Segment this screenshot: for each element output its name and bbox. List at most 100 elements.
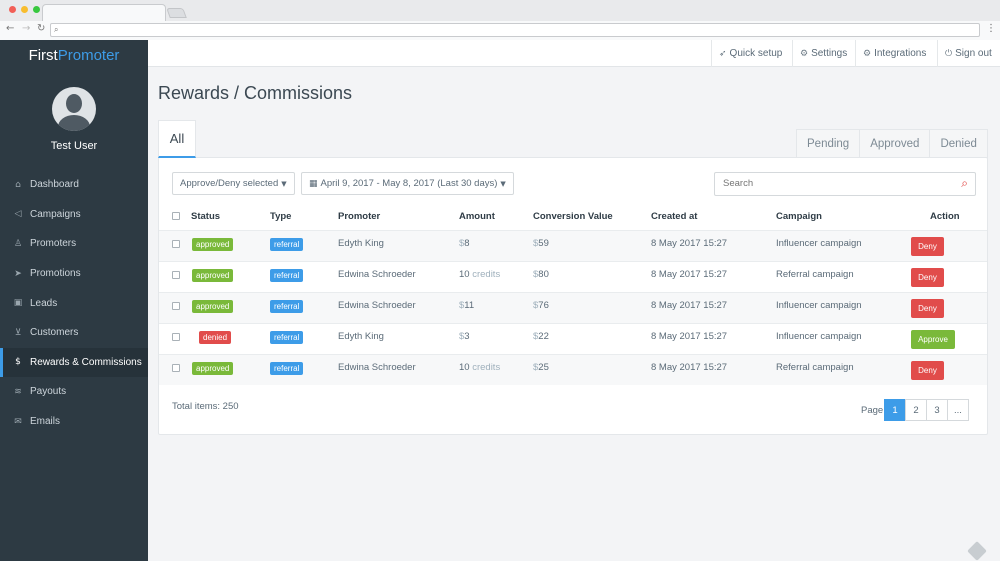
sidebar-item-promotions[interactable]: ➤ Promotions [0,259,148,289]
cart-icon: ⊻ [14,327,22,338]
conversion-value: 59 [538,238,549,249]
sidebar-item-emails[interactable]: ✉ Emails [0,407,148,437]
header-amount[interactable]: Amount [459,211,495,222]
deny-button[interactable]: Deny [911,237,944,256]
logo[interactable]: FirstPromoter [0,47,148,64]
sidebar-item-label: Promotions [30,268,81,280]
deny-button[interactable]: Deny [911,299,944,318]
sidebar-item-customers[interactable]: ⊻ Customers [0,318,148,348]
sidebar-item-label: Campaigns [30,208,81,220]
new-tab-button[interactable] [166,8,187,18]
conversion-value: 22 [538,331,549,342]
close-window-button[interactable] [9,6,16,13]
tab-all[interactable]: All [158,120,196,158]
sidebar-item-payouts[interactable]: ≋ Payouts [0,377,148,407]
users-icon: ♙ [13,238,23,249]
deny-button[interactable]: Deny [911,361,944,380]
user-name: Test User [50,140,98,152]
search-icon: ⌕ [54,25,59,34]
sidebar-item-rewards-commissions[interactable]: $ Rewards & Commissions [0,347,148,378]
maximize-window-button[interactable] [33,6,40,13]
campaign-name: Referral campaign [776,362,854,373]
created-at: 8 May 2017 15:27 [651,238,728,249]
header-type[interactable]: Type [270,211,292,222]
header-promoter[interactable]: Promoter [338,211,381,222]
promoter-link[interactable]: Edyth King [338,238,384,249]
browser-tab[interactable] [42,4,166,21]
header-created-at[interactable]: Created at [651,211,698,222]
conversion-cell: $80 [533,269,549,280]
row-checkbox[interactable] [172,271,180,279]
page-button-2[interactable]: 2 [905,399,927,421]
tab-pending[interactable]: Pending [807,138,850,150]
type-badge: referral [270,362,304,375]
type-badge: referral [270,238,304,251]
avatar-head [66,94,82,113]
avatar[interactable] [52,87,96,131]
table-row: approved referral Edwina Schroeder 10 cr… [159,354,987,385]
back-arrow-icon[interactable]: ← [6,23,15,34]
integrations-link[interactable]: ⚙ Integrations [855,40,933,67]
rocket-icon: ➶ [719,48,727,59]
campaign-name: Influencer campaign [776,331,862,342]
conversion-cell: $59 [533,238,549,249]
promoter-link[interactable]: Edwina Schroeder [338,362,416,373]
cogs-icon: ⚙ [863,48,872,59]
row-checkbox[interactable] [172,302,180,310]
promoter-link[interactable]: Edwina Schroeder [338,300,416,311]
search-input[interactable] [723,178,943,189]
status-tabs: Pending Approved Denied [796,129,988,158]
quick-setup-link[interactable]: ➶ Quick setup [711,40,789,67]
promoter-link[interactable]: Edwina Schroeder [338,269,416,280]
header-campaign[interactable]: Campaign [776,211,822,222]
sidebar-item-leads[interactable]: ▣ Leads [0,288,148,318]
row-checkbox[interactable] [172,333,180,341]
date-range-picker[interactable]: ▦ April 9, 2017 - May 8, 2017 (Last 30 d… [301,172,514,195]
caret-down-icon: ▼ [500,179,506,188]
browser-menu-icon[interactable]: ⋮ [986,23,996,34]
sign-out-link[interactable]: ⏻ Sign out [937,40,999,67]
row-checkbox[interactable] [172,364,180,372]
quick-setup-label: Quick setup [729,48,783,59]
page-button-more[interactable]: ... [947,399,969,421]
conversion-cell: $25 [533,362,549,373]
sidebar-item-label: Customers [30,327,79,339]
amount-cell: $8 [459,238,470,249]
created-at: 8 May 2017 15:27 [651,362,728,373]
deny-button[interactable]: Deny [911,268,944,287]
sidebar-item-campaigns[interactable]: ◁ Campaigns [0,200,148,230]
conversion-cell: $76 [533,300,549,311]
status-badge: approved [192,300,234,313]
envelope-icon: ✉ [14,416,22,427]
approve-button[interactable]: Approve [911,330,955,349]
sidebar-item-promoters[interactable]: ♙ Promoters [0,229,148,259]
forward-arrow-icon[interactable]: → [22,23,31,34]
megaphone-icon: ◁ [14,209,22,220]
sidebar-nav: ⌂ Dashboard ◁ Campaigns ♙ Promoters ➤ Pr… [0,170,148,436]
amount-cell: $3 [459,331,470,342]
page-button-1[interactable]: 1 [884,399,906,421]
tab-denied[interactable]: Denied [929,130,986,158]
reload-icon[interactable]: ↻ [37,23,46,34]
gear-icon: ⚙ [800,48,809,59]
page-button-3[interactable]: 3 [926,399,948,421]
sign-out-label: Sign out [955,48,992,59]
search-icon[interactable]: ⌕ [961,176,968,190]
row-checkbox[interactable] [172,240,180,248]
calendar-icon: ▦ [309,178,318,189]
sidebar-item-label: Promoters [30,238,77,250]
campaign-name: Influencer campaign [776,300,862,311]
bulk-action-dropdown[interactable]: Approve/Deny selected ▼ [172,172,295,195]
tab-approved[interactable]: Approved [859,130,929,158]
page-title: Rewards / Commissions [158,83,353,103]
power-icon: ⏻ [945,48,953,59]
header-status[interactable]: Status [191,211,221,222]
search-box: ⌕ [714,172,976,196]
sidebar-item-dashboard[interactable]: ⌂ Dashboard [0,170,148,200]
select-all-checkbox[interactable] [172,212,180,220]
settings-link[interactable]: ⚙ Settings [792,40,854,67]
minimize-window-button[interactable] [21,6,28,13]
header-conversion-value[interactable]: Conversion Value [533,211,613,222]
address-bar[interactable]: ⌕ [50,23,980,37]
promoter-link[interactable]: Edyth King [338,331,384,342]
